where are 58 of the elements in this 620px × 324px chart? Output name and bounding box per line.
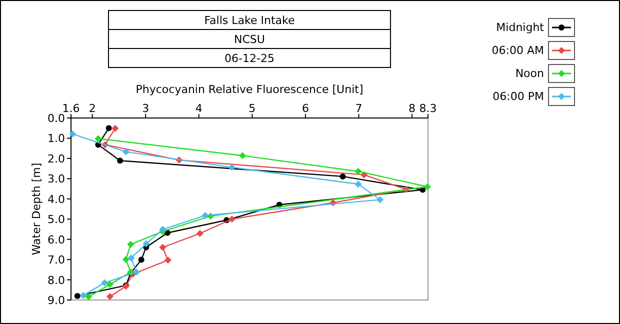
- y-tick-label: 1.0: [48, 132, 65, 146]
- point: [106, 293, 114, 300]
- point: [239, 152, 246, 160]
- point: [74, 292, 80, 299]
- point: [112, 124, 119, 132]
- point: [159, 244, 166, 251]
- legend-label: Noon: [515, 67, 544, 80]
- point: [354, 168, 362, 175]
- y-tick-label: 2.0: [48, 152, 65, 166]
- x-tick-label: 5: [248, 102, 256, 115]
- point: [122, 148, 130, 156]
- y-tick-label: 4.0: [48, 192, 65, 206]
- point: [85, 293, 92, 300]
- y-tick-label: 8.0: [48, 274, 65, 287]
- x-tick-label: 6: [302, 102, 309, 115]
- x-tick-label: 7: [355, 102, 362, 115]
- chart-subtitle: NCSU: [234, 33, 265, 46]
- y-tick-label: 9.0: [48, 294, 65, 307]
- point: [80, 292, 87, 300]
- point: [228, 164, 236, 171]
- y-tick-label: 7.0: [48, 254, 65, 267]
- legend-label: Midnight: [496, 21, 545, 34]
- point: [202, 212, 209, 219]
- point: [106, 125, 112, 132]
- point: [424, 183, 431, 190]
- point: [94, 135, 102, 142]
- point: [138, 256, 144, 263]
- point: [354, 180, 362, 188]
- y-axis-title: Water Depth [m]: [30, 162, 43, 256]
- legend-label: 06:00 PM: [492, 90, 544, 103]
- text: 06-12-25: [224, 52, 274, 65]
- point: [228, 216, 236, 223]
- point: [106, 280, 114, 288]
- point: [122, 256, 130, 264]
- point: [142, 240, 150, 248]
- y-tick-label: 5.0: [48, 213, 65, 226]
- y-tick-label: 6.0: [48, 233, 65, 246]
- legend-label: 06:00 AM: [492, 44, 544, 57]
- x-tick-label: 3: [142, 102, 150, 115]
- point: [133, 268, 140, 276]
- x-axis-title: Phycocyanin Relative Fluorescence [Unit]: [136, 83, 364, 96]
- x-tick-label: 8.3: [419, 102, 437, 115]
- point: [69, 130, 76, 138]
- point: [376, 196, 384, 204]
- point: [117, 158, 124, 164]
- point: [164, 256, 172, 264]
- chart-title: Falls Lake Intake: [204, 14, 295, 27]
- point: [196, 230, 204, 237]
- x-tick-label: 4: [195, 102, 202, 115]
- point: [128, 254, 135, 262]
- point: [340, 173, 346, 180]
- point: [127, 240, 134, 248]
- point: [101, 279, 108, 286]
- x-tick-label: 8: [408, 102, 416, 115]
- y-tick-label: 3.0: [48, 172, 65, 186]
- y-tick-label: 0.0: [48, 112, 65, 125]
- x-tick-label: 2: [88, 102, 96, 115]
- x-tick-label: 1.6: [62, 102, 80, 115]
